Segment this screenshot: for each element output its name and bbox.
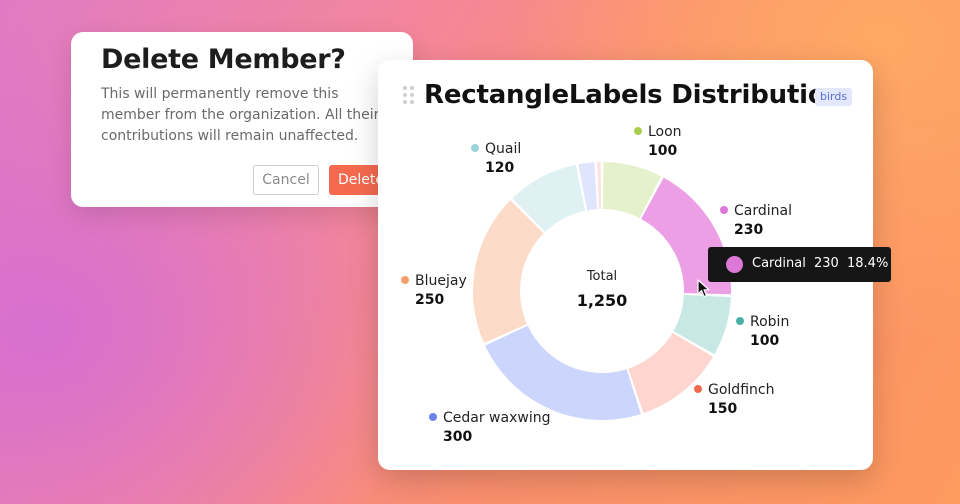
slice-value: 230 (734, 222, 763, 238)
donut-slice-bluejay[interactable] (473, 200, 544, 344)
dialog-title: Delete Member? (101, 44, 346, 75)
tooltip-percent: 18.4% (847, 256, 889, 271)
slice-label: Cedar waxwing (443, 410, 550, 426)
donut-slice-quail[interactable] (512, 164, 586, 233)
legend-dot (471, 144, 479, 152)
legend-dot (736, 317, 744, 325)
legend-dot (429, 413, 437, 421)
mouse-pointer-icon (697, 279, 710, 298)
drag-handle-icon[interactable] (403, 86, 417, 108)
distribution-card: RectangleLabels Distribution birds Loon 1… (378, 60, 873, 470)
tooltip-label: Cardinal (752, 256, 806, 271)
delete-member-dialog: Delete Member? This will permanently rem… (71, 32, 459, 207)
slice-value: 150 (708, 401, 737, 417)
slice-value: 250 (415, 292, 444, 308)
slice-label: Goldfinch (708, 382, 774, 398)
slice-value: 300 (443, 429, 472, 445)
slice-value: 100 (648, 143, 677, 159)
slice-value: 120 (485, 160, 514, 176)
dataset-tag: birds (815, 88, 853, 106)
tooltip-color-dot (726, 256, 743, 273)
donut-slice-goldfinch[interactable] (628, 332, 714, 414)
donut-slice-loon[interactable] (602, 162, 662, 219)
tooltip-value: 230 (814, 256, 839, 271)
slice-label: Cardinal (734, 203, 792, 219)
legend-dot (634, 127, 642, 135)
slice-label: Robin (750, 314, 789, 330)
legend-dot (720, 206, 728, 214)
donut-slice-cedar-waxwing[interactable] (485, 325, 641, 420)
chart-tooltip: Cardinal 230 18.4% (708, 247, 891, 282)
legend-dot (694, 385, 702, 393)
center-total-label: Total (586, 269, 617, 284)
slice-label: Loon (648, 124, 682, 140)
dialog-message: This will permanently remove this member… (101, 86, 380, 144)
center-total-value: 1,250 (577, 291, 628, 310)
cancel-button[interactable]: Cancel (253, 165, 319, 195)
slice-label: Quail (485, 141, 521, 157)
donut-slice-robin[interactable] (673, 294, 731, 355)
donut-slice-unlabeled-8[interactable] (597, 162, 602, 210)
chart-title: RectangleLabels Distribution (424, 80, 844, 110)
donut-chart: Loon 100 Cardinal 230 Robin 100 Goldfinch 150 Ce… (401, 124, 792, 445)
donut-slice-unlabeled-7[interactable] (578, 162, 598, 211)
legend-dot (401, 276, 409, 284)
slice-value: 100 (750, 333, 779, 349)
slice-label: Bluejay (415, 273, 467, 289)
